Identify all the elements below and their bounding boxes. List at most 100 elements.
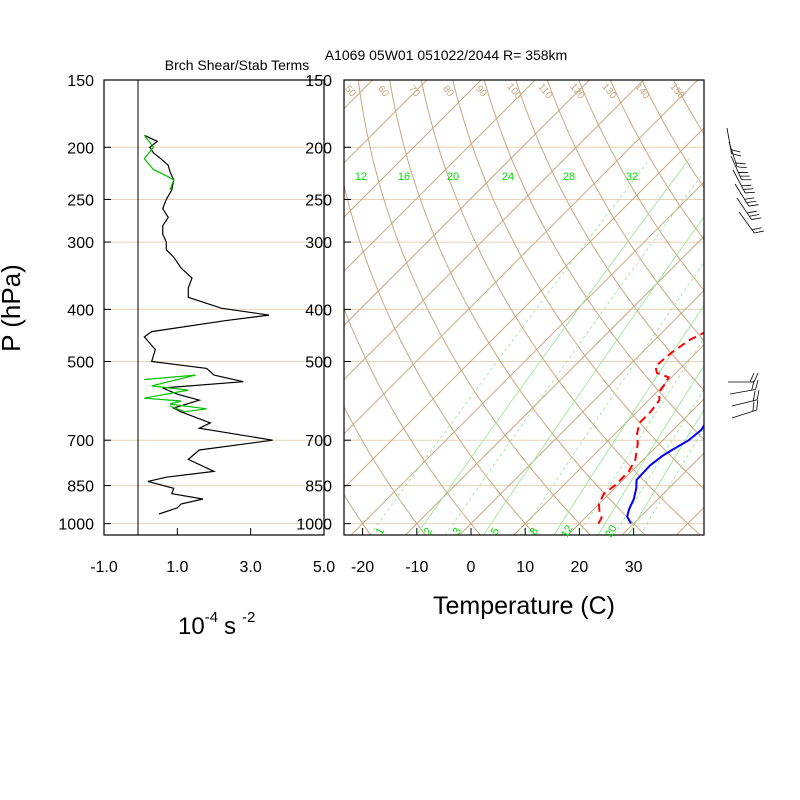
dry-adiabat-line	[344, 183, 536, 535]
left-x-axis-label-unit-exp: -2	[242, 609, 255, 626]
left-title: Brch Shear/Stab Terms	[165, 57, 309, 73]
wind-barb	[728, 141, 747, 169]
mixing-ratio-label: 3	[451, 526, 464, 537]
left-y-axis-label: P (hPa)	[0, 264, 26, 352]
left-x-ticks: -1.0 1.0 3.0 5.0	[90, 528, 335, 576]
wind-barb	[731, 400, 759, 419]
skewt-panel: 150 200 250 300 400 500 700 850 1000 -20 -10 0 10 20…	[0, 47, 800, 620]
left-y-tick-label: 150	[67, 73, 94, 90]
dry-adiabat-line	[609, 80, 704, 241]
adiabat-label: 60	[375, 84, 391, 100]
isotherm-line	[621, 452, 704, 535]
left-y-tick-label: 400	[67, 302, 94, 319]
dry-adiabat-line	[199, 80, 316, 535]
dry-adiabat-lines	[165, 80, 800, 535]
left-y-tick-label: 700	[67, 433, 94, 450]
isotherm-line	[785, 80, 800, 535]
dewpoint-profile	[597, 331, 704, 525]
adiabat-label: 140	[632, 81, 651, 101]
left-series-line-0	[143, 134, 273, 515]
dry-adiabat-line	[578, 80, 704, 292]
dry-adiabat-line	[344, 493, 371, 535]
right-x-tick-label: 20	[571, 559, 589, 576]
right-y-tick-label: 700	[305, 433, 332, 450]
wind-barb	[736, 197, 762, 220]
mixing-ratio-label: 12	[355, 171, 367, 183]
dry-adiabat-line	[546, 80, 704, 342]
left-y-tick-label: 200	[67, 140, 94, 157]
mixing-ratio-line	[553, 304, 704, 535]
right-x-tick-label: 30	[625, 559, 643, 576]
dry-adiabat-line	[165, 80, 261, 535]
isotherm-lines	[0, 80, 800, 535]
dry-adiabat-line	[344, 307, 481, 535]
mixing-ratio-lines	[369, 158, 704, 535]
adiabat-label: 100	[504, 81, 523, 101]
left-y-tick-label: 300	[67, 235, 94, 252]
mixing-ratio-label: 20	[447, 171, 459, 183]
left-y-tick-label: 850	[67, 479, 94, 496]
mixing-ratio-line	[597, 365, 704, 535]
wind-barb	[730, 155, 752, 181]
right-y-tick-label: 1000	[296, 517, 332, 534]
right-y-ticks: 150 200 250 300 400 500 700 850 1000	[296, 73, 351, 534]
left-x-tick-label: 5.0	[313, 559, 335, 576]
adiabat-label: 110	[536, 82, 555, 102]
dry-adiabat-line	[515, 80, 704, 391]
right-x-tick-label: -20	[351, 559, 374, 576]
isotherm-line	[0, 80, 318, 535]
mixing-ratio-label: 20	[603, 523, 620, 540]
left-series-line-2	[144, 374, 207, 413]
mixing-ratio-line	[444, 171, 704, 535]
right-title: A1069 05W01 051022/2044 R= 358km	[325, 47, 567, 63]
mixing-ratio-label: 12	[559, 523, 576, 540]
left-x-axis-label: 10-4 s -2	[178, 609, 255, 640]
isotherm-line	[344, 80, 536, 272]
right-frame	[343, 79, 705, 536]
dry-adiabat-line	[389, 80, 646, 535]
dry-adiabat-line	[768, 80, 800, 535]
right-y-tick-label: 200	[305, 140, 332, 157]
mixing-ratio-line	[369, 158, 651, 535]
isotherm-line	[567, 398, 704, 535]
shear-stability-panel: 150 200 250 300 400 500 700 850 1000 -1.0 1.0 3.0 5…	[0, 57, 335, 640]
isotherm-line	[344, 80, 428, 164]
temperature-profile	[626, 423, 704, 525]
left-x-tick-label: -1.0	[90, 559, 118, 576]
isotherm-line	[344, 80, 590, 327]
right-x-axis-label: Temperature (C)	[433, 592, 615, 620]
dry-adiabat-line	[420, 80, 701, 535]
mixing-ratio-line	[613, 388, 704, 535]
right-y-tick-label: 150	[305, 73, 332, 90]
left-series-line-1	[143, 134, 175, 191]
right-x-tick-label: 10	[516, 559, 534, 576]
mixing-ratio-label: 8	[528, 526, 541, 537]
mixing-ratio-label: 32	[626, 171, 638, 183]
wind-barb	[732, 169, 756, 194]
mixing-ratio-line	[627, 409, 704, 535]
dry-adiabat-line	[672, 80, 704, 136]
left-x-axis-label-exp: -4	[205, 609, 218, 626]
mixing-ratio-label: 5	[489, 526, 502, 537]
adiabat-label: 70	[406, 84, 422, 100]
isotherm-line	[344, 127, 704, 489]
left-frame	[103, 79, 325, 536]
dry-adiabat-line	[641, 80, 704, 189]
mixing-ratio-label: 28	[563, 171, 575, 183]
mixing-ratio-label: 2	[422, 526, 435, 537]
right-x-tick-label: -10	[405, 559, 428, 576]
dry-adiabat-line	[736, 80, 800, 535]
right-y-tick-label: 250	[305, 192, 332, 209]
left-x-tick-label: 1.0	[166, 559, 188, 576]
isotherm-line	[350, 181, 704, 535]
left-y-tick-label: 1000	[58, 517, 94, 534]
left-x-axis-label-base: 10	[178, 613, 205, 640]
right-y-tick-label: 400	[305, 302, 332, 319]
wind-barb	[734, 183, 759, 207]
wind-barbs	[726, 127, 764, 419]
right-y-tick-label: 850	[305, 479, 332, 496]
isotherm-line	[513, 344, 704, 535]
dry-adiabat-line	[483, 80, 704, 441]
mixing-ratio-line	[640, 428, 704, 535]
